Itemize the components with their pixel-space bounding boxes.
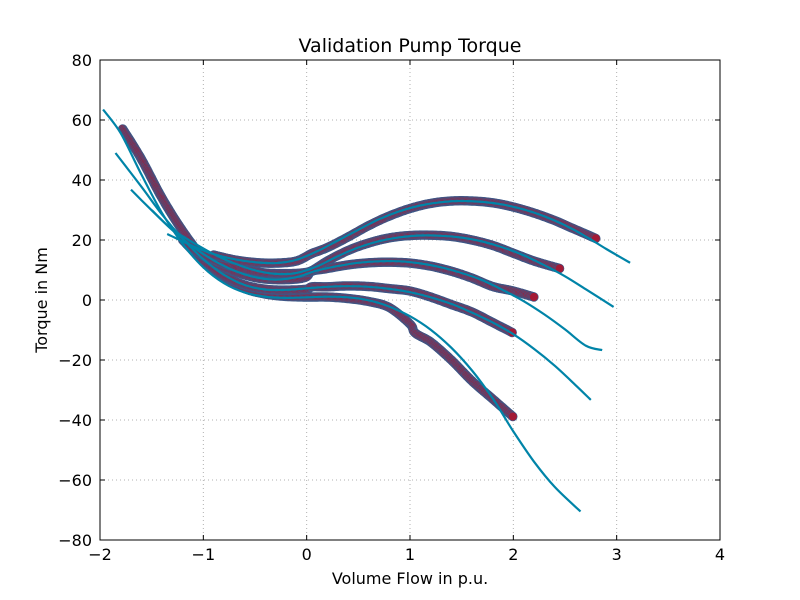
y-tick-label: 0 <box>82 291 92 310</box>
fit-line-4 <box>150 209 615 308</box>
axis-ticks: −2 −1 0 1 2 3 4 −80 −60 −40 −20 0 20 40 60 80 <box>58 51 725 564</box>
y-tick-label: −60 <box>58 471 92 490</box>
y-tick-label: 60 <box>72 111 92 130</box>
x-tick-label: 0 <box>302 545 312 564</box>
fit-line-2 <box>114 152 592 401</box>
data-point <box>529 292 539 302</box>
x-tick-label: −1 <box>192 545 216 564</box>
x-tick-label: 3 <box>612 545 622 564</box>
y-tick-label: −20 <box>58 351 92 370</box>
y-tick-label: −40 <box>58 411 92 430</box>
y-tick-label: 40 <box>72 171 92 190</box>
x-tick-label: 2 <box>508 545 518 564</box>
y-tick-label: 80 <box>72 51 92 70</box>
plot-area <box>102 108 631 513</box>
x-tick-label: 4 <box>715 545 725 564</box>
x-axis-label: Volume Flow in p.u. <box>332 569 488 588</box>
x-tick-label: 1 <box>405 545 415 564</box>
data-point <box>508 411 518 422</box>
data-series <box>102 108 631 513</box>
y-axis-label: Torque in Nm <box>32 247 51 354</box>
y-tick-label: −80 <box>58 531 92 550</box>
fit-line-3 <box>130 188 603 352</box>
chart-title: Validation Pump Torque <box>299 35 522 57</box>
y-tick-label: 20 <box>72 231 92 250</box>
fit-line-5 <box>166 199 631 265</box>
x-tick-label: −2 <box>88 545 112 564</box>
